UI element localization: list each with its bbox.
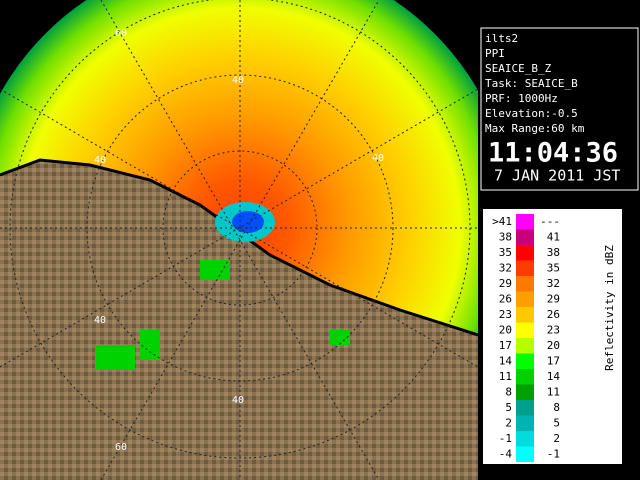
range-label: 40	[94, 315, 106, 326]
color-swatch	[516, 415, 534, 431]
color-swatch	[516, 214, 534, 230]
scale-high: 2	[553, 432, 560, 445]
scale-high: 14	[547, 370, 561, 383]
info-line: Elevation:-0.5	[485, 107, 578, 120]
info-line: Max Range:60 km	[485, 122, 585, 135]
color-swatch	[516, 229, 534, 245]
scale-high: 8	[553, 401, 560, 414]
time: 11:04:36	[488, 138, 618, 169]
color-swatch	[516, 384, 534, 400]
scale-high: ---	[540, 215, 560, 228]
scale-panel	[483, 209, 622, 464]
scale-high: 5	[553, 417, 560, 430]
scale-low: 26	[499, 293, 512, 306]
info-line: SEAICE_B_Z	[485, 62, 552, 75]
scale-high: 41	[547, 231, 560, 244]
range-label: 60	[115, 28, 127, 39]
scale-high: 26	[547, 308, 560, 321]
color-swatch	[516, 276, 534, 292]
color-swatch	[516, 260, 534, 276]
info-line: PRF: 1000Hz	[485, 92, 558, 105]
color-swatch	[516, 245, 534, 261]
color-swatch	[516, 338, 534, 354]
scale-low: -4	[499, 448, 513, 461]
scale-low: 2	[505, 417, 512, 430]
scale-low: 29	[499, 277, 512, 290]
info-line: PPI	[485, 47, 505, 60]
scale-low: 5	[505, 401, 512, 414]
range-label: 40	[94, 155, 106, 166]
scale-high: 23	[547, 324, 560, 337]
scale-high: 11	[547, 386, 560, 399]
scale-high: 32	[547, 277, 560, 290]
scale-low: 38	[499, 231, 512, 244]
scale-low: 14	[499, 355, 513, 368]
color-swatch	[516, 400, 534, 416]
range-label: 40	[372, 153, 384, 164]
color-swatch	[516, 431, 534, 447]
info-panel	[480, 27, 639, 191]
color-swatch	[516, 307, 534, 323]
scale-low: -1	[499, 432, 512, 445]
scale-low: 20	[499, 324, 512, 337]
scale-low: 23	[499, 308, 512, 321]
scale-high: 35	[547, 262, 560, 275]
range-label: 40	[232, 75, 244, 86]
scale-low: 32	[499, 262, 512, 275]
date: 7 JAN 2011 JST	[494, 167, 620, 185]
land	[0, 160, 478, 480]
scale-low: 35	[499, 246, 512, 259]
info-line: ilts2	[485, 32, 518, 45]
scale-low: 17	[499, 339, 512, 352]
color-swatch	[516, 446, 534, 462]
scale-high: 20	[547, 339, 560, 352]
range-rings	[0, 0, 478, 480]
range-label: 60	[115, 442, 127, 453]
radar-image	[0, 0, 478, 480]
scale-low: 11	[499, 370, 512, 383]
color-swatch	[516, 353, 534, 369]
scale-high: 29	[547, 293, 560, 306]
clutter	[232, 211, 264, 233]
land-echoes	[95, 260, 350, 370]
scale-high: 17	[547, 355, 560, 368]
color-swatch	[516, 369, 534, 385]
scale-high: 38	[547, 246, 560, 259]
color-swatch	[516, 322, 534, 338]
scale-low: >41	[492, 215, 512, 228]
scale-high: -1	[547, 448, 560, 461]
scale-low: 8	[505, 386, 512, 399]
range-label: 40	[232, 395, 244, 406]
info-line: Task: SEAICE_B	[485, 77, 578, 90]
color-swatch	[516, 291, 534, 307]
scale-title: Reflectivity in dBZ	[603, 245, 616, 371]
